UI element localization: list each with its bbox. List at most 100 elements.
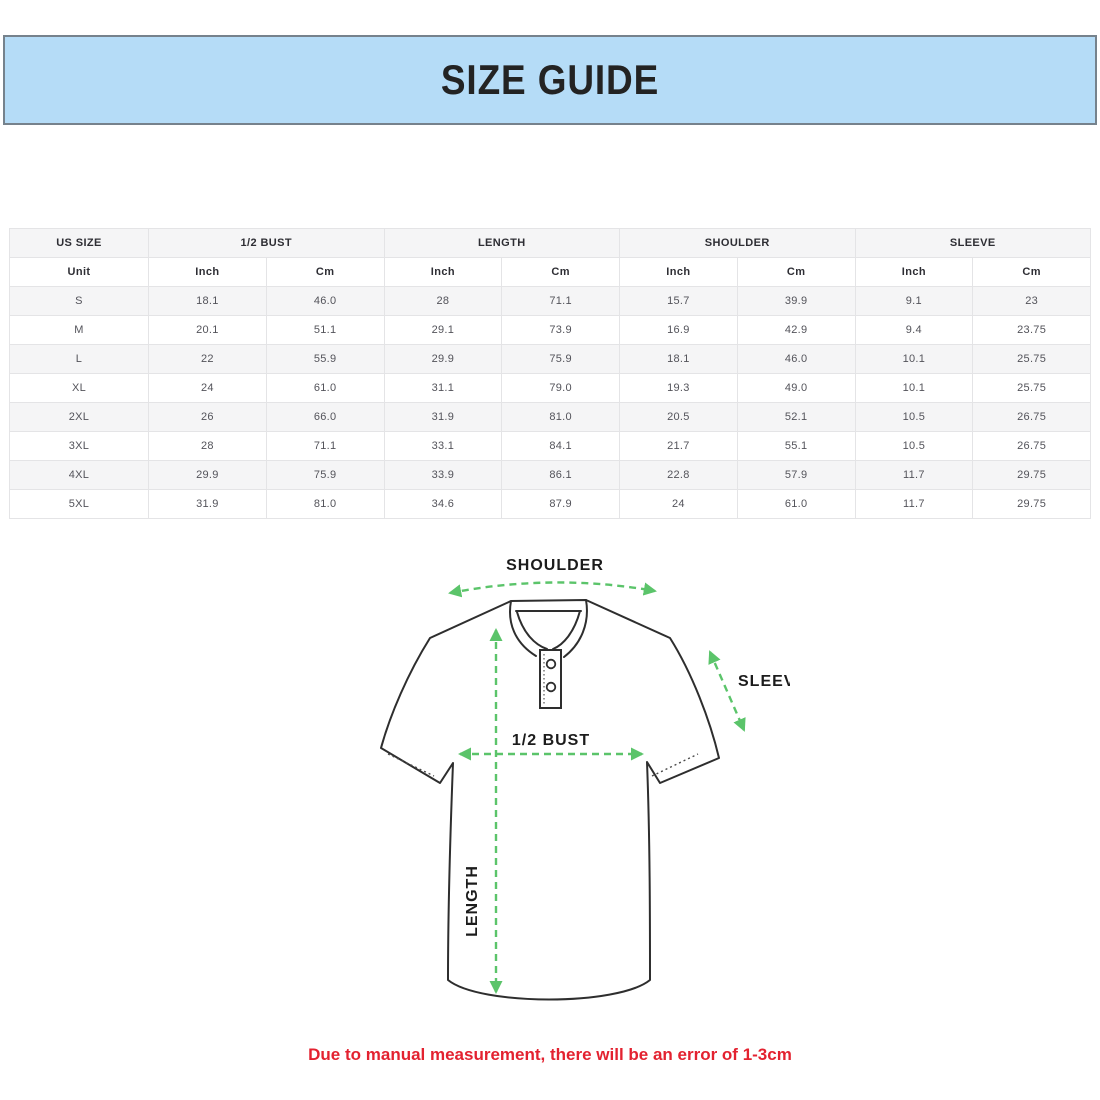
table-cell: 10.1 xyxy=(854,373,974,403)
table-cell: 10.5 xyxy=(854,431,974,461)
bust-label: 1/2 BUST xyxy=(512,732,590,749)
sleeve-label: SLEEVE xyxy=(738,673,790,690)
table-cell: 39.9 xyxy=(736,286,856,316)
table-cell: 24 xyxy=(148,373,267,403)
table-cell: 71.1 xyxy=(501,286,620,316)
table-cell: 34.6 xyxy=(383,489,503,519)
size-table: US SIZE 1/2 BUST LENGTH SHOULDER SLEEVE Unit I… xyxy=(9,228,1091,519)
size-label: 5XL xyxy=(9,489,149,519)
table-cell: 23.75 xyxy=(972,315,1091,345)
table-row: 3XL 28 71.1 33.1 84.1 21.7 55.1 10.5 26.75 xyxy=(9,431,1091,461)
table-cell: 21.7 xyxy=(619,431,738,461)
table-cell: 26.75 xyxy=(972,402,1091,432)
table-cell: 22.8 xyxy=(619,460,738,490)
button-icon xyxy=(545,658,557,670)
shoulder-label: SHOULDER xyxy=(506,557,604,574)
table-cell: 55.9 xyxy=(265,344,385,374)
size-label: L xyxy=(9,344,149,374)
table-cell: 75.9 xyxy=(501,344,620,374)
table-cell: 26 xyxy=(148,402,267,432)
table-cell: 57.9 xyxy=(736,460,856,490)
table-cell: 20.1 xyxy=(148,315,267,345)
table-row: L 22 55.9 29.9 75.9 18.1 46.0 10.1 25.75 xyxy=(9,344,1091,374)
table-cell: 20.5 xyxy=(619,402,738,432)
column-header: Inch xyxy=(854,257,974,287)
column-header: Cm xyxy=(736,257,856,287)
shoulder-arrow xyxy=(448,581,657,598)
collar xyxy=(509,599,588,658)
size-table-head: US SIZE 1/2 BUST LENGTH SHOULDER SLEEVE Unit I… xyxy=(9,228,1091,287)
column-header: US SIZE xyxy=(9,228,149,258)
table-cell: 24 xyxy=(619,489,738,519)
table-cell: 29.9 xyxy=(148,460,267,490)
size-label: XL xyxy=(9,373,149,403)
sleeve-hem-stitch-left xyxy=(387,753,435,777)
table-cell: 23 xyxy=(972,286,1091,316)
table-cell: 11.7 xyxy=(854,460,974,490)
polo-shirt-outline xyxy=(380,599,720,1001)
table-row: S 18.1 46.0 28 71.1 15.7 39.9 9.1 23 xyxy=(9,286,1091,316)
table-cell: 49.0 xyxy=(736,373,856,403)
table-row: 2XL 26 66.0 31.9 81.0 20.5 52.1 10.5 26.75 xyxy=(9,402,1091,432)
table-cell: 61.0 xyxy=(265,373,385,403)
table-row: 5XL 31.9 81.0 34.6 87.9 24 61.0 11.7 29.75 xyxy=(9,489,1091,519)
table-cell: 18.1 xyxy=(148,286,267,316)
table-cell: 10.1 xyxy=(854,344,974,374)
table-cell: 66.0 xyxy=(265,402,385,432)
table-cell: 9.1 xyxy=(854,286,974,316)
column-header: Unit xyxy=(9,257,149,287)
table-cell: 55.1 xyxy=(736,431,856,461)
table-cell: 87.9 xyxy=(501,489,620,519)
table-cell: 46.0 xyxy=(736,344,856,374)
table-cell: 61.0 xyxy=(736,489,856,519)
column-header: Cm xyxy=(972,257,1091,287)
table-cell: 29.75 xyxy=(972,489,1091,519)
table-group-header-row: US SIZE 1/2 BUST LENGTH SHOULDER SLEEVE xyxy=(9,228,1091,258)
size-table-body: S 18.1 46.0 28 71.1 15.7 39.9 9.1 23 M 20.1 51.1 29.… xyxy=(9,286,1091,519)
column-header: Cm xyxy=(265,257,385,287)
table-cell: 29.1 xyxy=(383,315,503,345)
table-cell: 9.4 xyxy=(854,315,974,345)
table-row: M 20.1 51.1 29.1 73.9 16.9 42.9 9.4 23.75 xyxy=(9,315,1091,345)
table-cell: 31.9 xyxy=(148,489,267,519)
column-header: SHOULDER xyxy=(619,228,856,258)
size-label: 2XL xyxy=(9,402,149,432)
table-cell: 10.5 xyxy=(854,402,974,432)
table-cell: 18.1 xyxy=(619,344,738,374)
table-cell: 33.1 xyxy=(383,431,503,461)
table-row: 4XL 29.9 75.9 33.9 86.1 22.8 57.9 11.7 29.75 xyxy=(9,460,1091,490)
polo-shirt-diagram: SHOULDER SLEEVE 1/2 BUST LENGTH xyxy=(380,557,790,1001)
column-header: Inch xyxy=(148,257,267,287)
column-header: Inch xyxy=(619,257,738,287)
table-cell: 86.1 xyxy=(501,460,620,490)
table-cell: 29.9 xyxy=(383,344,503,374)
table-cell: 25.75 xyxy=(972,344,1091,374)
length-label: LENGTH xyxy=(464,865,481,937)
button-icon xyxy=(545,681,557,693)
table-cell: 16.9 xyxy=(619,315,738,345)
table-cell: 19.3 xyxy=(619,373,738,403)
table-cell: 11.7 xyxy=(854,489,974,519)
table-cell: 52.1 xyxy=(736,402,856,432)
table-row: XL 24 61.0 31.1 79.0 19.3 49.0 10.1 25.75 xyxy=(9,373,1091,403)
table-cell: 42.9 xyxy=(736,315,856,345)
table-cell: 75.9 xyxy=(265,460,385,490)
measurement-note: Due to manual measurement, there will be… xyxy=(308,1045,792,1064)
size-label: M xyxy=(9,315,149,345)
table-cell: 26.75 xyxy=(972,431,1091,461)
table-cell: 28 xyxy=(383,286,503,316)
table-cell: 29.75 xyxy=(972,460,1091,490)
sleeve-hem-stitch-right xyxy=(651,753,699,777)
size-label: 3XL xyxy=(9,431,149,461)
size-label: S xyxy=(9,286,149,316)
page-title: SIZE GUIDE xyxy=(440,56,660,103)
header-banner: SIZE GUIDE xyxy=(3,35,1097,125)
table-cell: 22 xyxy=(148,344,267,374)
table-cell: 81.0 xyxy=(265,489,385,519)
table-cell: 33.9 xyxy=(383,460,503,490)
table-cell: 81.0 xyxy=(501,402,620,432)
table-cell: 15.7 xyxy=(619,286,738,316)
table-cell: 25.75 xyxy=(972,373,1091,403)
table-cell: 71.1 xyxy=(265,431,385,461)
column-header: Cm xyxy=(501,257,620,287)
